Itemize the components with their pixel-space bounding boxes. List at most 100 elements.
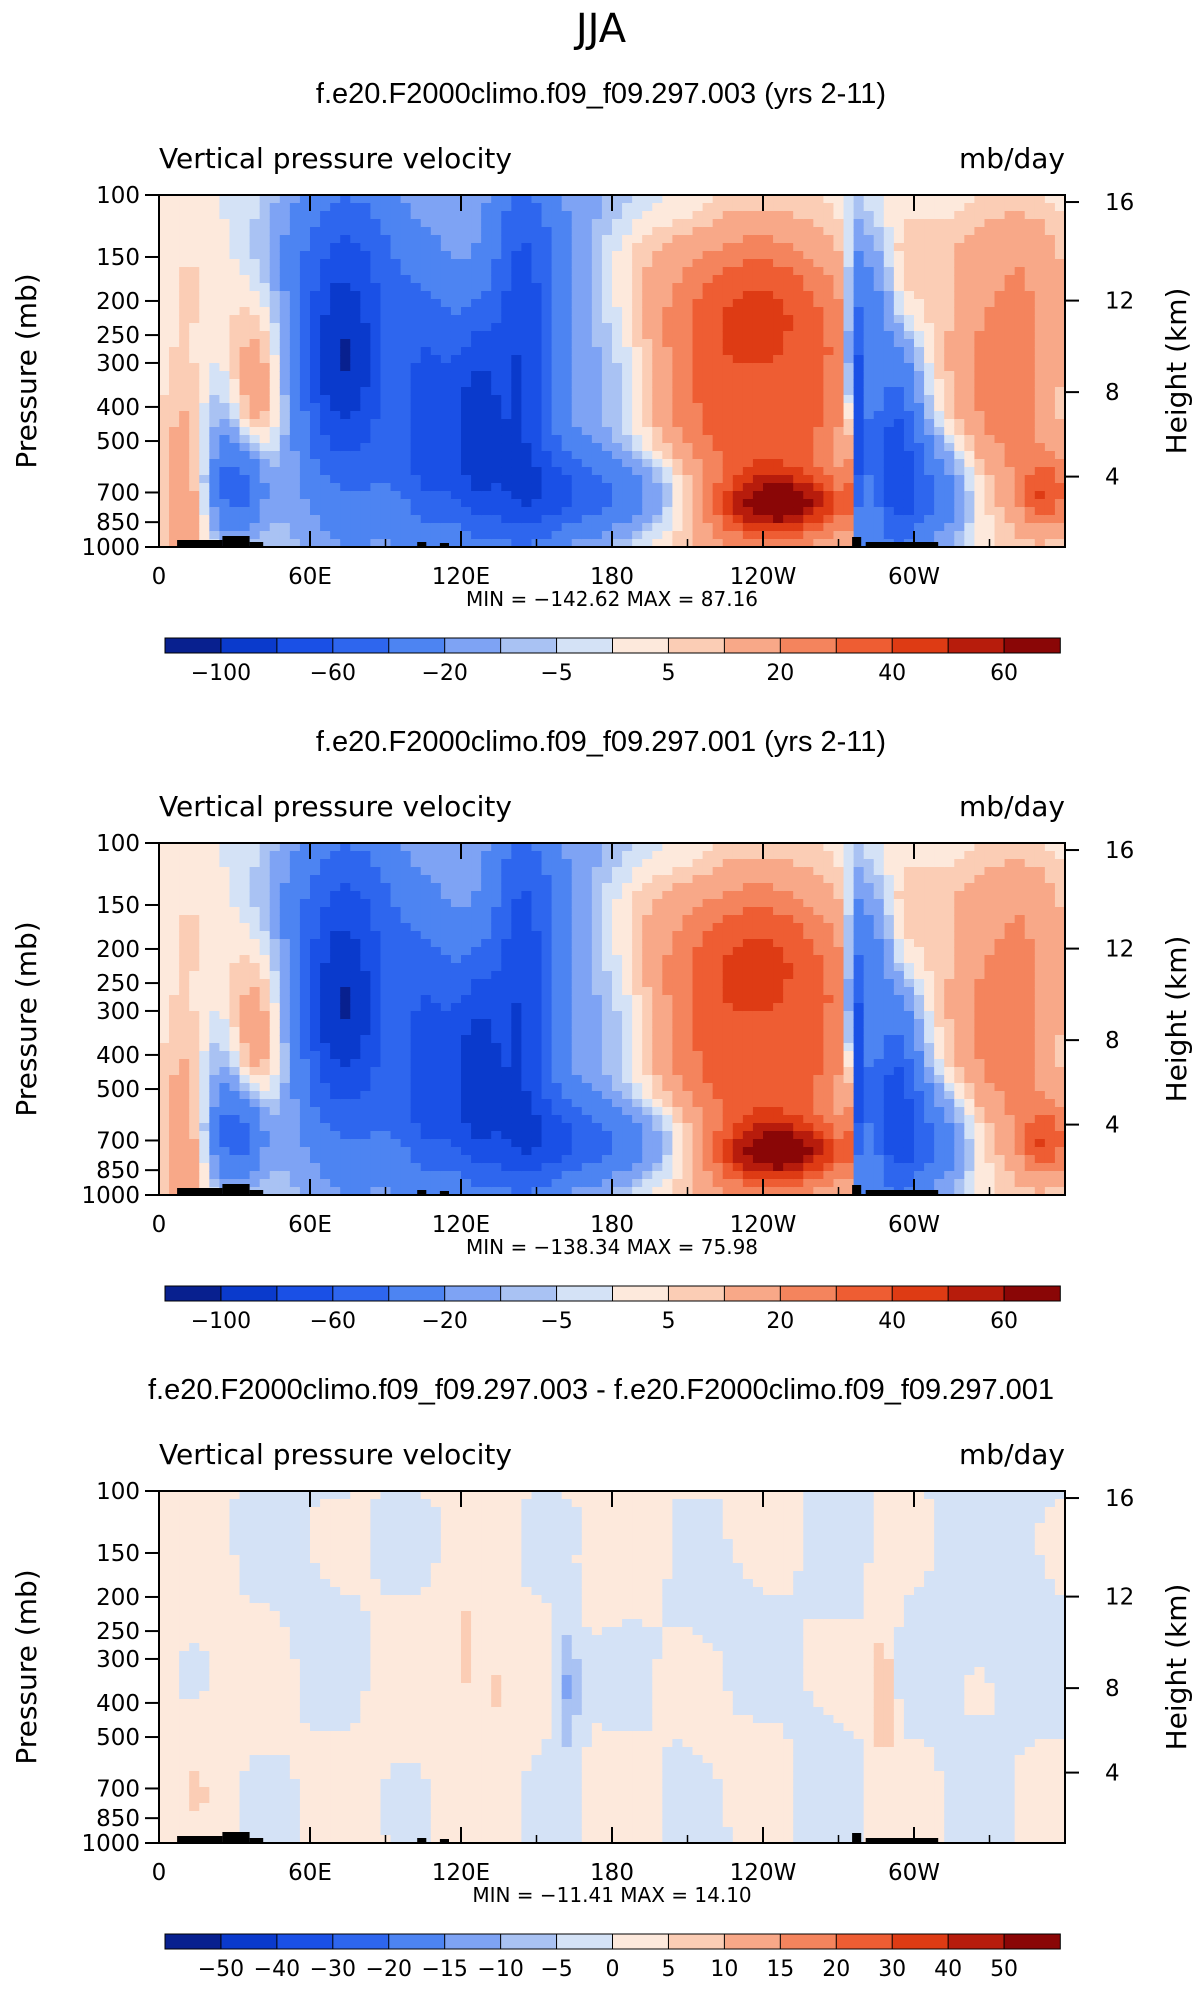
contour-cell (1035, 403, 1046, 412)
contour-cell (1055, 227, 1066, 236)
contour-cell (179, 507, 190, 516)
contour-cell (360, 307, 371, 316)
contour-cell (360, 1075, 371, 1084)
contour-cell (350, 923, 361, 932)
colorbar-swatch (613, 638, 669, 653)
contour-cell (280, 907, 291, 916)
contour-cell (914, 307, 925, 316)
contour-cell (773, 531, 784, 540)
contour-cell (229, 283, 240, 292)
contour-cell (874, 435, 885, 444)
contour-cell (964, 419, 975, 428)
contour-cell (380, 467, 391, 476)
contour-cell (783, 411, 794, 420)
contour-cell (189, 955, 200, 964)
contour-cell (310, 419, 321, 428)
contour-cell (290, 371, 301, 380)
contour-cell (380, 483, 391, 492)
contour-cell (884, 243, 895, 252)
contour-cell (300, 395, 311, 404)
contour-cell (330, 1163, 341, 1172)
contour-cell (864, 235, 875, 244)
contour-cell (531, 523, 542, 532)
contour-cell (552, 451, 563, 460)
contour-cell (350, 1035, 361, 1044)
contour-cell (159, 899, 170, 908)
contour-cell (1025, 451, 1036, 460)
contour-cell (340, 339, 351, 348)
contour-cell (280, 315, 291, 324)
x-tick-label: 60W (888, 564, 940, 590)
contour-cell (199, 491, 210, 500)
contour-cell (713, 363, 724, 372)
contour-cell (320, 971, 331, 980)
contour-cell (229, 1139, 240, 1148)
contour-cell (1045, 227, 1056, 236)
contour-cell (743, 259, 754, 268)
contour-cell (260, 883, 271, 892)
contour-cell (491, 283, 502, 292)
topography-mask (177, 540, 222, 547)
contour-cell (531, 219, 542, 228)
contour-cell (874, 427, 885, 436)
contour-cell (531, 467, 542, 476)
contour-cell (572, 347, 583, 356)
contour-cell (219, 1115, 230, 1124)
contour-cell (360, 355, 371, 364)
contour-cell (451, 379, 462, 388)
contour-cell (1055, 339, 1066, 348)
contour-cell (773, 491, 784, 500)
contour-cell (521, 307, 532, 316)
contour-cell (1025, 387, 1036, 396)
contour-cell (954, 339, 965, 348)
contour-cell (250, 403, 261, 412)
contour-cell (209, 1067, 220, 1076)
contour-cell (270, 1163, 281, 1172)
contour-cell (682, 411, 693, 420)
contour-cell (240, 451, 251, 460)
contour-cell (421, 491, 432, 500)
contour-cell (320, 283, 331, 292)
contour-cell (270, 363, 281, 372)
contour-cell (1035, 347, 1046, 356)
contour-cell (481, 355, 492, 364)
contour-cell (864, 467, 875, 476)
contour-cell (300, 1179, 311, 1188)
contour-cell (250, 1051, 261, 1060)
contour-cell (1035, 355, 1046, 364)
contour-cell (984, 259, 995, 268)
contour-cell (773, 387, 784, 396)
contour-cell (552, 235, 563, 244)
contour-cell (159, 987, 170, 996)
contour-cell (914, 235, 925, 244)
contour-cell (189, 459, 200, 468)
contour-cell (441, 259, 452, 268)
contour-cell (280, 851, 291, 860)
contour-cell (350, 363, 361, 372)
contour-cell (833, 531, 844, 540)
contour-cell (944, 419, 955, 428)
contour-cell (360, 987, 371, 996)
contour-cell (179, 1051, 190, 1060)
contour-cell (199, 347, 210, 356)
contour-cell (521, 395, 532, 404)
contour-cell (471, 443, 482, 452)
contour-cell (904, 371, 915, 380)
contour-cell (290, 507, 301, 516)
contour-cell (723, 267, 734, 276)
contour-cell (189, 851, 200, 860)
contour-cell (954, 387, 965, 396)
contour-cell (421, 243, 432, 252)
contour-cell (894, 403, 905, 412)
contour-cell (179, 915, 190, 924)
contour-cell (803, 459, 814, 468)
contour-cell (803, 387, 814, 396)
contour-cell (179, 1027, 190, 1036)
contour-cell (1045, 435, 1056, 444)
contour-cell (451, 243, 462, 252)
contour-cell (682, 355, 693, 364)
contour-cell (662, 259, 673, 268)
contour-cell (290, 323, 301, 332)
contour-cell (783, 467, 794, 476)
contour-cell (250, 1123, 261, 1132)
